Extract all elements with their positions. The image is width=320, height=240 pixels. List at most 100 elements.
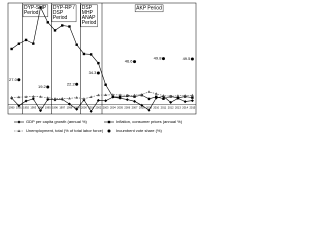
data-label: 22.2 xyxy=(67,81,76,86)
x-tick-label: 2005 xyxy=(117,105,123,109)
marker xyxy=(104,93,108,97)
legend-label: GDP per capita growth (annual %) xyxy=(26,119,88,124)
x-tick-label: 2003 xyxy=(103,105,109,109)
marker xyxy=(31,95,35,98)
marker xyxy=(89,95,93,98)
marker xyxy=(39,109,43,113)
data-label: 34.3 xyxy=(89,70,98,75)
x-tick-label: 1996 xyxy=(52,105,58,109)
x-tick-label: 2009 xyxy=(146,105,152,109)
x-tick-label: 2010 xyxy=(153,105,159,109)
marker xyxy=(183,100,187,104)
x-tick-label: 1998 xyxy=(67,105,73,109)
x-tick-label: 2011 xyxy=(161,105,167,109)
marker xyxy=(10,47,13,51)
series-line xyxy=(11,91,193,100)
marker xyxy=(60,96,64,100)
marker xyxy=(82,97,86,100)
marker xyxy=(147,97,151,101)
marker xyxy=(162,94,165,97)
marker xyxy=(191,96,194,99)
marker xyxy=(133,93,136,97)
data-label: 46.6 xyxy=(125,59,134,64)
marker xyxy=(190,57,194,61)
data-label: 27.0 xyxy=(9,77,18,82)
marker xyxy=(133,99,137,103)
marker xyxy=(97,61,100,65)
period-box xyxy=(80,4,98,28)
marker xyxy=(39,6,42,9)
marker xyxy=(89,109,93,113)
marker xyxy=(96,98,100,102)
data-label: 49.5 xyxy=(183,56,192,61)
x-tick-label: 2014 xyxy=(182,105,188,109)
marker xyxy=(31,97,35,101)
marker xyxy=(96,93,100,97)
x-tick-label: 1990 xyxy=(9,105,15,109)
marker xyxy=(155,95,158,98)
marker xyxy=(75,82,79,86)
marker xyxy=(32,42,35,45)
marker xyxy=(17,104,21,108)
period-box xyxy=(134,4,164,13)
x-tick-label: 1995 xyxy=(45,105,51,109)
legend-label: Incumbent vote share (%) xyxy=(116,128,162,133)
series-line xyxy=(11,6,193,100)
marker xyxy=(46,96,50,99)
x-tick-label: 1999 xyxy=(74,105,80,109)
marker xyxy=(68,96,71,100)
x-tick-label: 2013 xyxy=(175,105,181,109)
marker xyxy=(53,29,57,32)
x-tick-label: 2000 xyxy=(81,105,87,109)
period-label: DYP-RP / DSP Period xyxy=(53,5,75,21)
marker xyxy=(169,94,173,98)
period-label: AKP Period xyxy=(136,5,162,11)
marker xyxy=(61,24,64,27)
x-tick-label: 2012 xyxy=(168,105,174,109)
x-tick-label: 1991 xyxy=(16,105,22,109)
marker xyxy=(39,95,42,98)
marker xyxy=(75,107,79,111)
marker xyxy=(68,25,71,28)
marker xyxy=(75,96,79,99)
marker xyxy=(140,93,144,96)
period-label: DSP MHP ANAP Period xyxy=(82,5,97,26)
marker xyxy=(24,99,28,103)
period-label: DYP-SHP Period xyxy=(24,5,47,16)
marker xyxy=(17,120,21,124)
legend-label: Inflation, consumer prices (annual %) xyxy=(116,119,183,124)
x-tick-label: 2015 xyxy=(189,105,195,109)
marker xyxy=(154,92,158,95)
marker xyxy=(17,42,21,45)
marker xyxy=(176,96,180,100)
marker xyxy=(75,43,78,46)
x-tick-label: 2001 xyxy=(88,105,94,109)
x-tick-label: 1992 xyxy=(23,105,29,109)
marker xyxy=(53,97,57,100)
marker xyxy=(67,102,71,106)
period-box xyxy=(51,4,77,23)
chart: DYP-SHP Period DYP-RP / DSP Period DSP MHP ANAP… xyxy=(7,2,197,133)
marker xyxy=(24,95,28,98)
marker xyxy=(125,98,129,102)
marker xyxy=(104,99,108,103)
x-tick-label: 1993 xyxy=(30,105,36,109)
marker xyxy=(10,95,14,99)
marker xyxy=(190,93,194,97)
marker xyxy=(89,53,93,56)
marker xyxy=(147,108,151,112)
marker xyxy=(24,38,28,42)
marker xyxy=(118,93,122,96)
marker xyxy=(190,99,194,103)
marker xyxy=(17,129,21,132)
data-label: 49.8 xyxy=(154,56,163,61)
marker xyxy=(161,57,165,61)
marker xyxy=(46,97,50,101)
marker xyxy=(82,52,86,56)
marker xyxy=(107,129,111,133)
marker xyxy=(133,95,136,98)
marker xyxy=(133,60,137,64)
x-tick-label: 1994 xyxy=(38,105,44,109)
marker xyxy=(107,120,111,124)
marker xyxy=(111,93,115,96)
